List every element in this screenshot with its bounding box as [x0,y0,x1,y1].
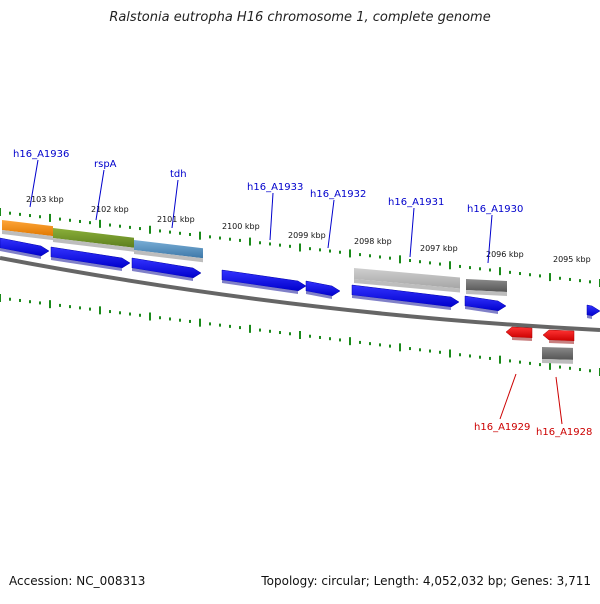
cds-arrow-reverse-shadow [512,337,532,341]
chromosome-backbone [0,256,600,332]
feature-bar-light-gray[interactable] [354,268,460,289]
kbp-scale-label: 2103 kbp [26,195,64,204]
feature-bar-light-gray-shadow [354,279,460,293]
kbp-scale-label: 2101 kbp [157,215,195,224]
gene-label-leader [327,199,335,249]
cds-arrow-reverse-shadow [549,340,574,344]
map-title: Ralstonia eutropha H16 chromosome 1, com… [109,10,491,25]
gene-label-leader [555,376,563,425]
feature-bar-dark-gray-reverse[interactable] [542,347,573,360]
kbp-scale-label: 2095 kbp [553,255,591,264]
kbp-scale-label: 2102 kbp [91,205,129,214]
kbp-scale-label: 2100 kbp [222,222,260,231]
cds-arrow-forward[interactable] [351,284,460,308]
cds-arrow-forward-shadow [222,280,298,294]
cds-arrow-forward-shadow [587,315,592,319]
cds-arrow-forward-shadow [0,248,41,259]
gene-label-forward[interactable]: h16_A1933 [247,182,303,193]
feature-bar-orange-shadow [2,230,53,241]
cds-arrow-forward[interactable] [221,269,307,292]
cds-arrow-forward-shadow [132,268,193,281]
cds-arrow-forward-shadow [465,306,498,314]
kbp-scale-label: 2099 kbp [288,231,326,240]
gene-label-forward[interactable]: rspA [94,159,117,170]
kbp-scale-label: 2096 kbp [486,250,524,259]
gene-label-forward[interactable]: h16_A1931 [388,197,444,208]
cds-arrow-forward-shadow [352,295,451,310]
gene-label-forward[interactable]: tdh [170,169,187,180]
gene-label-leader [409,207,415,258]
cds-arrow-reverse[interactable] [505,326,533,339]
gene-label-leader [171,179,179,229]
feature-bar-dark-gray-shadow [466,290,507,297]
gene-label-leader [95,169,105,221]
feature-bar-steel-blue[interactable] [134,240,203,259]
gene-label-leader [487,214,493,264]
gene-label-forward[interactable]: h16_A1936 [13,149,69,160]
gene-label-leader [269,192,274,241]
cds-arrow-forward[interactable] [586,304,600,317]
cds-arrow-forward[interactable] [464,295,507,312]
gene-label-forward[interactable]: h16_A1930 [467,204,523,215]
cds-arrow-reverse[interactable] [542,329,575,342]
cds-arrow-forward-shadow [51,257,122,271]
gene-label-forward[interactable]: h16_A1932 [310,189,366,200]
cds-arrow-forward[interactable] [305,280,341,297]
kbp-scale-label: 2098 kbp [354,237,392,246]
kbp-scale-label: 2097 kbp [420,244,458,253]
feature-bar-orange[interactable] [2,220,53,237]
cds-arrow-forward[interactable] [131,257,202,279]
cds-arrow-forward[interactable] [50,246,131,269]
feature-bar-olive-shadow [53,238,134,252]
genome-summary: Topology: circular; Length: 4,052,032 bp… [261,574,591,588]
feature-bar-olive[interactable] [53,228,134,248]
gene-label-reverse[interactable]: h16_A1929 [474,422,530,433]
feature-bar-dark-gray[interactable] [466,279,507,293]
feature-bar-dark-gray-reverse-shadow [542,359,573,364]
cds-arrow-forward[interactable] [0,237,50,257]
gene-label-reverse[interactable]: h16_A1928 [536,427,592,438]
gene-label-leader [499,373,517,420]
cds-arrow-forward-shadow [306,291,332,299]
feature-bar-steel-blue-shadow [134,250,203,263]
accession-label: Accession: NC_008313 [9,574,146,588]
gene-label-leader [29,159,39,208]
